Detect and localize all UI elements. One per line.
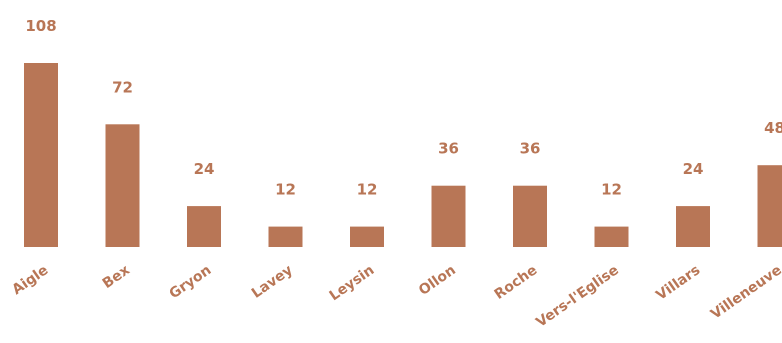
bar-leysin xyxy=(350,226,384,247)
bar-villars xyxy=(676,206,710,247)
bar-lavey xyxy=(268,226,303,247)
value-label-villars: 24 xyxy=(683,160,704,178)
category-label-ollon: Ollon xyxy=(416,262,459,299)
category-label-roche: Roche xyxy=(492,262,541,303)
category-label-lavey: Lavey xyxy=(249,262,296,302)
value-label-gryon: 24 xyxy=(194,160,215,178)
value-labels-group: 108 72 24 12 12 36 36 12 24 48 xyxy=(25,17,782,199)
bar-vers-l-eglise xyxy=(594,226,629,247)
category-label-villars: Villars xyxy=(653,262,703,304)
category-label-aigle: Aigle xyxy=(9,262,51,298)
value-label-vers-l-eglise: 12 xyxy=(601,181,622,199)
value-label-bex: 72 xyxy=(112,78,133,96)
category-label-leysin: Leysin xyxy=(327,262,378,304)
bar-bex xyxy=(105,124,140,247)
bar-aigle xyxy=(24,63,58,247)
value-label-roche: 36 xyxy=(520,140,541,158)
bars-group xyxy=(24,63,782,247)
value-label-villeneuve: 48 xyxy=(764,119,782,137)
category-label-bex: Bex xyxy=(100,262,133,292)
bar-gryon xyxy=(187,206,221,247)
category-label-villeneuve: Villeneuve xyxy=(708,262,782,322)
bar-villeneuve xyxy=(757,165,782,247)
category-label-gryon: Gryon xyxy=(167,262,215,302)
value-label-leysin: 12 xyxy=(357,181,378,199)
value-label-aigle: 108 xyxy=(25,17,56,35)
category-labels-group: Aigle Bex Gryon Lavey Leysin Ollon RocheVers-l… xyxy=(9,262,782,331)
category-label-vers-l-eglise: Vers-l'Eglise xyxy=(533,262,621,331)
bar-roche xyxy=(513,185,547,247)
bar-ollon xyxy=(431,185,466,247)
value-label-lavey: 12 xyxy=(275,181,296,199)
value-label-ollon: 36 xyxy=(438,140,459,158)
